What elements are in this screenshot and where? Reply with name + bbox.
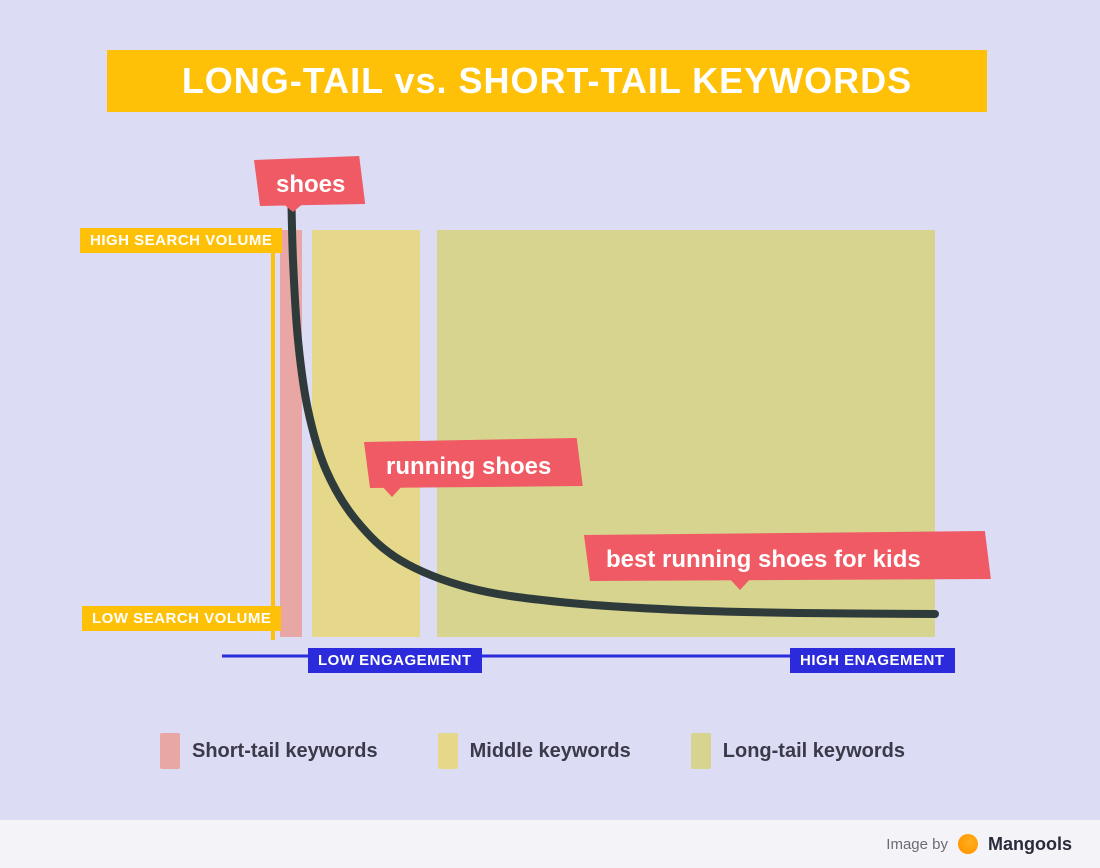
footer-brand: Mangools <box>988 834 1072 855</box>
callout-shoes: shoes <box>254 156 365 212</box>
region-middle <box>312 230 420 637</box>
footer-byline: Image by <box>886 836 948 853</box>
legend-swatch-long <box>691 733 711 769</box>
legend-item-long: Long-tail keywords <box>691 733 905 769</box>
legend-label: Short-tail keywords <box>192 740 378 763</box>
callout-text: running shoes <box>386 453 551 480</box>
callout-text: best running shoes for kids <box>606 546 921 573</box>
x-label-low: LOW ENGAGEMENT <box>308 648 482 673</box>
y-label-low: LOW SEARCH VOLUME <box>82 606 281 631</box>
mangools-logo-icon <box>958 834 978 854</box>
y-label-high: HIGH SEARCH VOLUME <box>80 228 282 253</box>
callout-text: shoes <box>276 171 345 198</box>
footer: Image by Mangools <box>0 820 1100 868</box>
legend-label: Middle keywords <box>470 740 631 763</box>
infographic-canvas: LONG-TAIL vs. SHORT-TAIL KEYWORDS shoesr… <box>0 0 1100 868</box>
legend-label: Long-tail keywords <box>723 740 905 763</box>
legend-swatch-middle <box>438 733 458 769</box>
x-label-high: HIGH ENAGEMENT <box>790 648 955 673</box>
legend: Short-tail keywords Middle keywords Long… <box>160 733 905 769</box>
legend-item-short: Short-tail keywords <box>160 733 378 769</box>
legend-item-middle: Middle keywords <box>438 733 631 769</box>
legend-swatch-short <box>160 733 180 769</box>
